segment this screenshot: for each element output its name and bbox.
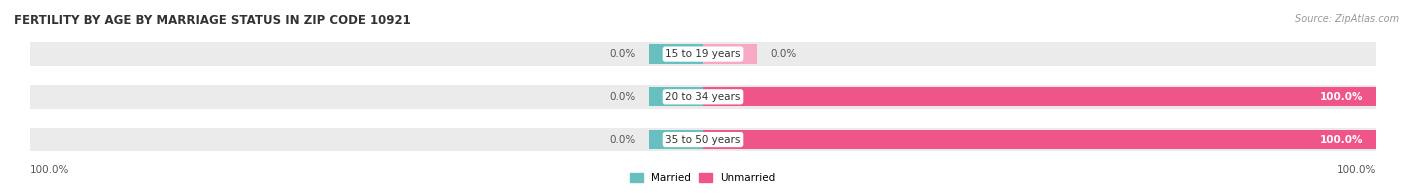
Text: 0.0%: 0.0% <box>609 135 636 145</box>
Bar <box>650 130 703 149</box>
Legend: Married, Unmarried: Married, Unmarried <box>626 169 780 188</box>
Text: 35 to 50 years: 35 to 50 years <box>665 135 741 145</box>
Text: 15 to 19 years: 15 to 19 years <box>665 49 741 59</box>
Text: Source: ZipAtlas.com: Source: ZipAtlas.com <box>1295 14 1399 24</box>
Bar <box>650 87 703 106</box>
Bar <box>650 44 703 64</box>
Text: 100.0%: 100.0% <box>1319 135 1362 145</box>
Text: FERTILITY BY AGE BY MARRIAGE STATUS IN ZIP CODE 10921: FERTILITY BY AGE BY MARRIAGE STATUS IN Z… <box>14 14 411 27</box>
Text: 0.0%: 0.0% <box>609 92 636 102</box>
Text: 100.0%: 100.0% <box>1337 165 1376 175</box>
Text: 100.0%: 100.0% <box>30 165 69 175</box>
Bar <box>703 44 756 64</box>
Bar <box>30 85 1376 109</box>
Text: 0.0%: 0.0% <box>770 49 797 59</box>
Bar <box>30 128 1376 151</box>
Text: 0.0%: 0.0% <box>609 49 636 59</box>
Bar <box>703 130 1376 149</box>
Bar <box>703 87 1376 106</box>
Text: 100.0%: 100.0% <box>1319 92 1362 102</box>
Text: 20 to 34 years: 20 to 34 years <box>665 92 741 102</box>
Bar <box>30 42 1376 66</box>
